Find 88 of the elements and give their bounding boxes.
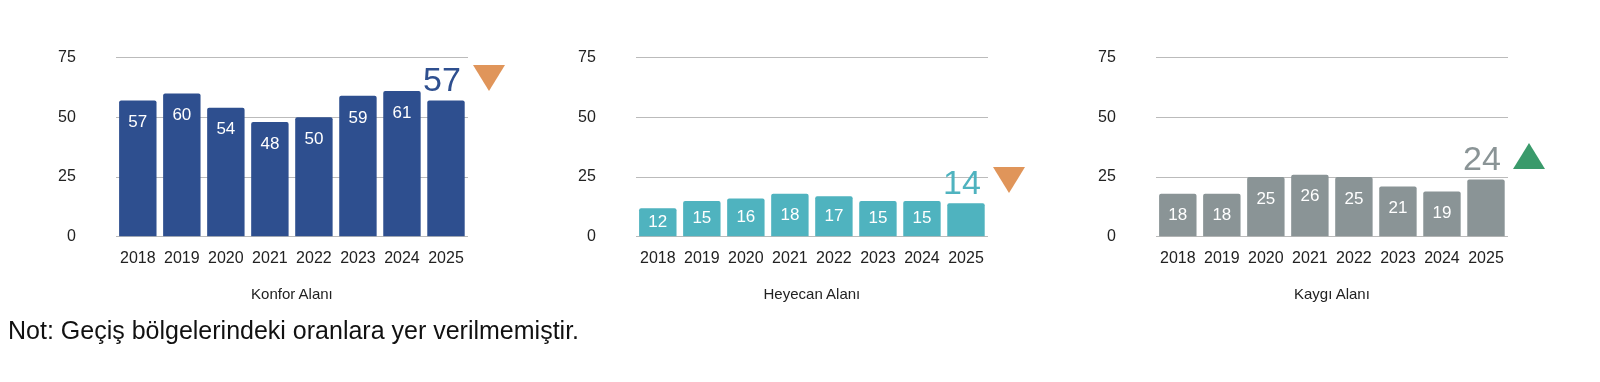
bar [1291,174,1329,237]
data-label: 25 [1344,188,1364,208]
data-label: 57 [423,59,461,98]
bar [295,117,333,237]
data-label: 59 [348,107,368,127]
y-tick-label: 50 [58,107,76,125]
y-tick-label: 25 [58,167,76,185]
bar [639,208,677,237]
x-tick-label: 2022 [1336,248,1372,266]
x-tick-label: 2023 [340,248,376,266]
bar [1335,177,1373,237]
data-label: 24 [1463,138,1501,177]
data-label: 21 [1388,198,1408,218]
data-label: 57 [128,112,148,132]
data-label: 18 [1212,204,1232,224]
x-axis-title: Kaygı Alanı [1293,285,1370,303]
x-tick-label: 2024 [1424,248,1460,266]
y-tick-label: 75 [58,48,76,66]
bar [771,193,809,237]
x-tick-label: 2019 [1204,248,1240,266]
data-label: 12 [648,211,668,231]
bar [1423,191,1461,237]
x-axis-title: Heyecan Alanı [763,285,861,303]
data-label: 25 [1256,188,1276,208]
data-label: 26 [1300,186,1320,206]
x-tick-label: 2023 [860,248,896,266]
y-tick-label: 50 [578,107,596,125]
x-tick-label: 2022 [296,248,332,266]
x-tick-label: 2020 [1248,248,1284,266]
bar [859,200,897,237]
bar [1247,177,1285,237]
bar [947,203,985,237]
bar [1203,193,1241,237]
bar [339,95,377,237]
y-tick-label: 0 [586,227,596,245]
data-label: 14 [943,162,981,201]
data-label: 48 [260,133,280,153]
data-label: 18 [1168,204,1188,224]
bar [903,200,941,237]
bar [251,122,289,237]
x-tick-label: 2022 [816,248,852,266]
x-tick-label: 2021 [772,248,808,266]
data-label: 18 [780,204,800,224]
x-tick-label: 2024 [384,248,420,266]
bar [1467,179,1505,237]
bar [207,107,245,237]
data-label: 15 [912,208,932,228]
data-label: 61 [392,102,412,122]
bar [1159,193,1197,237]
data-label: 60 [172,105,192,125]
text: Not: Geçiş bölgelerindeki oranlara yer verilmemiştir. [8,316,581,345]
x-tick-label: 2018 [1160,248,1196,266]
data-label: 17 [824,205,844,225]
data-label: 16 [736,207,756,227]
bar [683,200,721,237]
y-tick-label: 0 [66,227,76,245]
x-tick-label: 2018 [640,248,676,266]
y-tick-label: 50 [1098,107,1116,125]
y-tick-label: 75 [578,48,596,66]
bar [1379,186,1417,237]
x-tick-label: 2025 [1468,248,1504,266]
y-tick-label: 75 [1098,48,1116,66]
data-label: 19 [1432,203,1452,223]
x-tick-label: 2019 [164,248,200,266]
x-tick-label: 2025 [428,248,464,266]
bar [383,91,421,237]
x-axis-title: Konfor Alanı [251,285,333,303]
bar [727,198,765,237]
data-label: 15 [868,208,888,228]
bar [119,100,157,237]
bar [427,100,465,237]
x-tick-label: 2019 [684,248,720,266]
x-tick-label: 2021 [252,248,288,266]
x-tick-label: 2020 [728,248,764,266]
x-tick-label: 2025 [948,248,984,266]
bar [815,196,853,237]
data-label: 15 [692,208,712,228]
x-tick-label: 2024 [904,248,940,266]
x-tick-label: 2018 [120,248,156,266]
y-tick-label: 0 [1106,227,1116,245]
x-tick-label: 2021 [1292,248,1328,266]
bar [163,93,201,237]
y-tick-label: 25 [1098,167,1116,185]
x-tick-label: 2023 [1380,248,1416,266]
x-tick-label: 2020 [208,248,244,266]
data-label: 54 [216,119,236,139]
data-label: 50 [304,129,324,149]
y-tick-label: 25 [578,167,596,185]
